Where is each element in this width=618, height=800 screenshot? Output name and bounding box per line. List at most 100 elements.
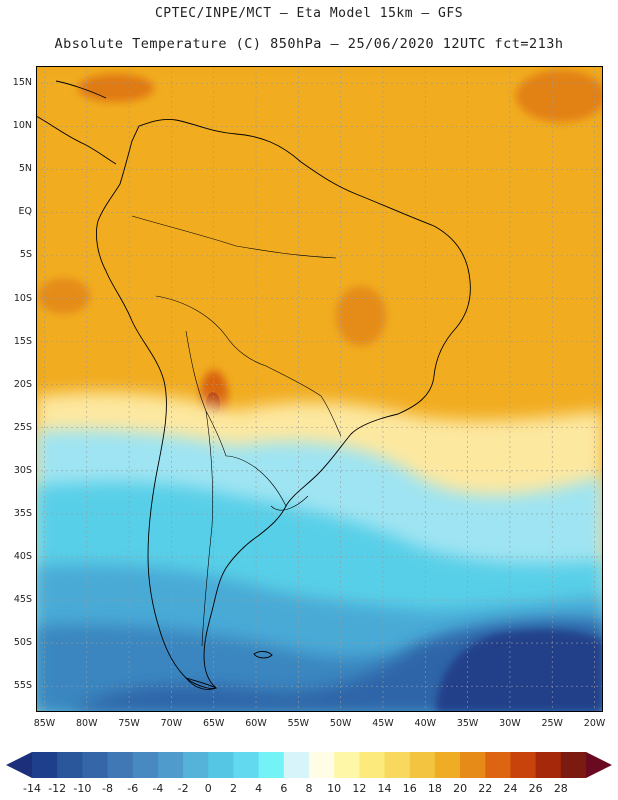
latitude-label: 20S <box>13 378 32 390</box>
colorbar-label: 16 <box>402 782 417 795</box>
colorbar-cell <box>460 752 486 778</box>
latitude-label: 5N <box>18 163 32 175</box>
latitude-label: 10N <box>12 120 32 132</box>
colorbar-label: 26 <box>528 782 543 795</box>
temperature-map <box>36 66 603 712</box>
colorbar-cell <box>132 752 159 778</box>
colorbar-label: 10 <box>327 782 342 795</box>
latitude-label: 10S <box>13 292 32 304</box>
colorbar-cell <box>384 752 411 778</box>
latitude-label: 5S <box>19 249 32 261</box>
colorbar-cell <box>107 752 134 778</box>
hot-spot-brazil <box>336 286 386 346</box>
colorbar-high-arrow <box>586 752 612 778</box>
cold-core <box>436 630 603 712</box>
colorbar-cells <box>32 752 587 778</box>
latitude-label: EQ <box>18 206 32 218</box>
colorbar-cell <box>309 752 335 778</box>
colorbar-cell <box>409 752 436 778</box>
longitude-label: 50W <box>329 718 352 729</box>
map-frame <box>36 66 603 712</box>
colorbar-cell <box>208 752 234 778</box>
colorbar-cell <box>258 752 285 778</box>
colorbar-label: 6 <box>280 782 288 795</box>
central-america-coastline <box>36 80 117 165</box>
longitude-label: 70W <box>160 718 183 729</box>
latitude-label: 15N <box>12 77 32 89</box>
border-line <box>185 330 227 457</box>
colorbar-low-arrow <box>6 752 32 778</box>
colorbar-cell <box>157 752 184 778</box>
colorbar-cell <box>434 752 461 778</box>
latitude-label: 35S <box>13 507 32 519</box>
colorbar-label: 0 <box>204 782 212 795</box>
latitude-label: 45S <box>13 594 32 606</box>
colorbar-label: 18 <box>427 782 442 795</box>
longitude-label: 80W <box>76 718 98 729</box>
colorbar-label: 8 <box>305 782 313 795</box>
longitude-label: 40W <box>414 718 437 729</box>
colorbar-label: 14 <box>377 782 392 795</box>
falkland-islands <box>253 651 273 659</box>
longitude-label: 30W <box>499 718 521 729</box>
colorbar-label: 28 <box>553 782 568 795</box>
latitude-label: 30S <box>13 464 32 476</box>
colorbar-cell <box>233 752 260 778</box>
colorbar-label: 12 <box>352 782 367 795</box>
colorbar-label: -10 <box>73 782 92 795</box>
hot-spot-caribbean <box>78 74 154 102</box>
longitude-label: 60W <box>245 718 267 729</box>
colorbar-cell <box>535 752 562 778</box>
colorbar-label: -12 <box>48 782 67 795</box>
hot-spot-pacific <box>38 278 90 314</box>
colorbar-label: -4 <box>152 782 164 795</box>
latitude-label: 40S <box>13 550 32 562</box>
colorbar-cell <box>283 752 310 778</box>
coastlines <box>36 80 471 690</box>
longitude-label: 25W <box>541 718 563 729</box>
border-line <box>270 495 309 511</box>
colorbar-cell <box>485 752 511 778</box>
colorbar-label: -2 <box>177 782 189 795</box>
map-title-line-2: Absolute Temperature (C) 850hPa – 25/06/… <box>54 36 564 52</box>
colorbar-cell <box>510 752 537 778</box>
border-line <box>265 365 342 437</box>
colorbar-label: 2 <box>229 782 237 795</box>
latitude-label: 55S <box>13 680 32 692</box>
border-line <box>225 455 287 507</box>
longitude-label: 45W <box>372 718 394 729</box>
border-line <box>155 295 267 367</box>
colorbar-label: -8 <box>102 782 114 795</box>
border-line <box>131 215 337 259</box>
latitude-label: 25S <box>13 421 32 433</box>
colorbar-label: 20 <box>453 782 468 795</box>
longitude-label: 65W <box>202 718 225 729</box>
hot-spot-atlantic <box>516 70 603 122</box>
colorbar-label: 4 <box>255 782 263 795</box>
south-america-coastline <box>95 119 471 689</box>
latitude-label: 50S <box>13 637 32 649</box>
tierra-del-fuego <box>184 677 218 690</box>
colorbar-label: -14 <box>23 782 41 795</box>
longitude-label: 75W <box>118 718 140 729</box>
colorbar-label: 24 <box>503 782 518 795</box>
longitude-label: 85W <box>33 718 56 729</box>
latitude-label: 15S <box>13 335 32 347</box>
colorbar-cell <box>57 752 83 778</box>
longitude-label: 55W <box>287 718 310 729</box>
colorbar-cell <box>359 752 386 778</box>
border-line <box>201 410 213 647</box>
colorbar-label: 22 <box>478 782 493 795</box>
colorbar-cell <box>560 752 587 778</box>
colorbar <box>6 752 612 778</box>
map-title-line-1: CPTEC/INPE/MCT – Eta Model 15km – GFS <box>154 6 464 21</box>
longitude-label: 35W <box>456 718 479 729</box>
country-borders <box>131 215 342 647</box>
longitude-label: 20W <box>583 718 606 729</box>
temperature-field <box>36 66 603 712</box>
colorbar-cell <box>334 752 360 778</box>
colorbar-cell <box>32 752 58 778</box>
colorbar-cell <box>82 752 109 778</box>
colorbar-label: -6 <box>127 782 139 795</box>
colorbar-cell <box>183 752 209 778</box>
